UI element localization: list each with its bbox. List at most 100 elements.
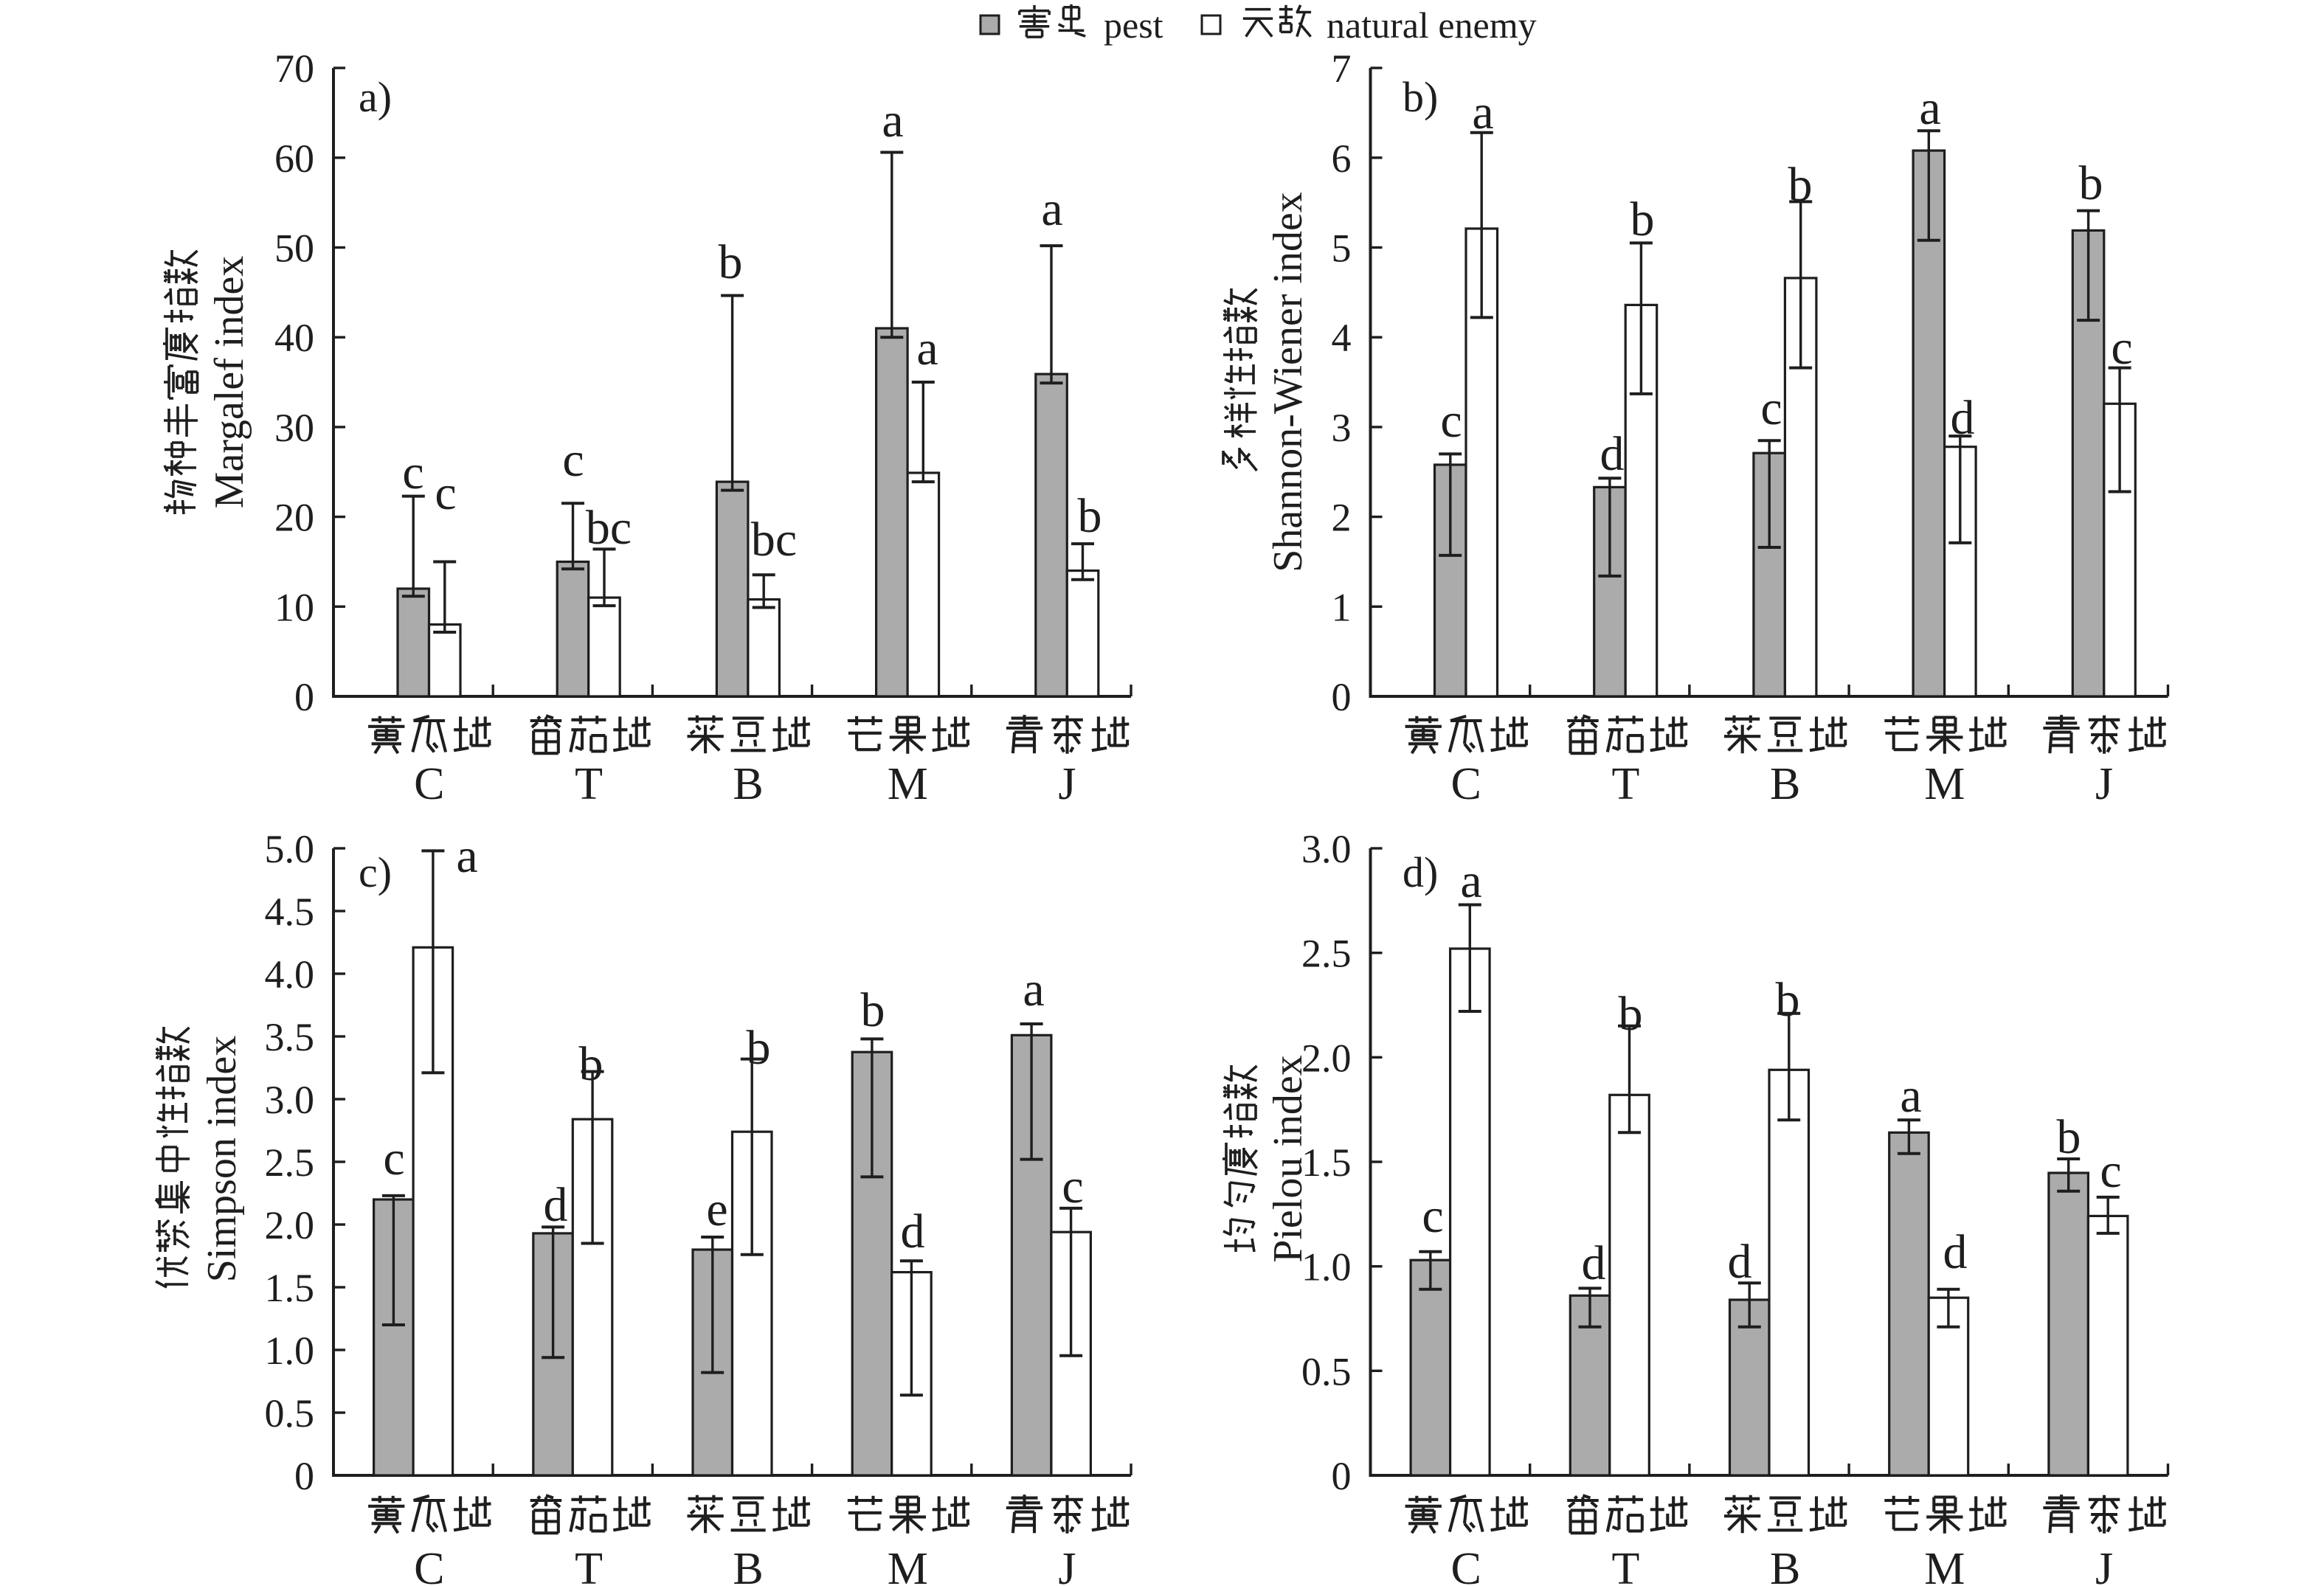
svg-text:T: T [1611,1544,1639,1586]
svg-text:M: M [888,1544,928,1586]
svg-text:a: a [1472,86,1493,139]
svg-text:0: 0 [1332,1454,1352,1498]
svg-text:c: c [1062,1160,1083,1213]
svg-text:d: d [1582,1236,1606,1290]
svg-text:b: b [719,235,743,289]
svg-text:C: C [414,1544,444,1586]
svg-text:70: 70 [274,46,314,91]
svg-text:c: c [1760,381,1782,435]
svg-text:a: a [1919,81,1940,135]
svg-text:T: T [575,1544,603,1586]
svg-text:0.5: 0.5 [265,1391,315,1436]
svg-text:c: c [2100,1144,2121,1198]
svg-text:4: 4 [1332,316,1352,360]
svg-text:C: C [1451,1544,1481,1586]
svg-text:Shannon-Wiener index: Shannon-Wiener index [1265,192,1311,572]
svg-text:1.0: 1.0 [1301,1245,1352,1289]
svg-text:C: C [1451,759,1481,809]
svg-text:3.0: 3.0 [265,1078,315,1122]
svg-text:b: b [2057,1110,2081,1164]
svg-text:3: 3 [1332,406,1352,450]
svg-text:7: 7 [1332,46,1352,91]
svg-text:natural enemy: natural enemy [1327,4,1537,46]
svg-text:c: c [402,446,423,499]
svg-text:3.5: 3.5 [265,1015,315,1059]
svg-text:B: B [733,759,763,809]
svg-text:1: 1 [1332,585,1352,629]
svg-text:5.0: 5.0 [265,827,315,871]
svg-text:4.0: 4.0 [265,952,315,997]
svg-text:c: c [435,466,456,520]
svg-text:bc: bc [751,513,797,567]
svg-text:a: a [456,829,477,883]
svg-text:T: T [1611,759,1639,809]
svg-text:2: 2 [1332,496,1352,540]
svg-text:d: d [1728,1235,1752,1289]
svg-text:a: a [1900,1069,1921,1123]
svg-text:c): c) [359,848,392,896]
svg-text:Margalef index: Margalef index [207,256,252,509]
svg-text:0.5: 0.5 [1301,1349,1352,1393]
svg-text:a: a [916,322,938,375]
svg-text:b: b [1788,158,1813,212]
svg-text:Simpson index: Simpson index [199,1036,245,1282]
svg-text:1.5: 1.5 [265,1266,315,1310]
svg-text:0: 0 [294,1454,314,1498]
svg-text:30: 30 [274,406,314,450]
svg-text:a): a) [359,73,392,121]
svg-text:B: B [1770,759,1800,809]
svg-text:10: 10 [274,585,314,629]
svg-text:a: a [1460,854,1481,908]
svg-text:6: 6 [1332,136,1352,181]
svg-text:e: e [706,1182,727,1236]
svg-text:M: M [1924,759,1965,809]
svg-text:40: 40 [274,316,314,360]
svg-text:c: c [1422,1189,1443,1243]
svg-text:B: B [1770,1544,1800,1586]
svg-text:2.5: 2.5 [265,1140,315,1185]
svg-text:1.5: 1.5 [1301,1140,1352,1185]
svg-text:2.0: 2.0 [265,1203,315,1247]
svg-text:3.0: 3.0 [1301,827,1352,871]
svg-text:c: c [1440,394,1462,448]
svg-text:2.0: 2.0 [1301,1036,1352,1080]
svg-text:2.5: 2.5 [1301,932,1352,976]
svg-text:b: b [579,1037,604,1091]
svg-text:J: J [2095,1544,2113,1586]
svg-text:50: 50 [274,226,314,271]
svg-text:b: b [1630,193,1655,246]
svg-text:C: C [414,759,444,809]
svg-text:d: d [544,1178,568,1232]
svg-text:d: d [1951,391,1975,445]
svg-text:d: d [901,1205,925,1258]
svg-text:J: J [1058,1544,1076,1586]
svg-text:M: M [1924,1544,1965,1586]
svg-text:b: b [1078,489,1102,543]
svg-text:d: d [1600,427,1625,481]
svg-text:T: T [575,759,603,809]
svg-text:bc: bc [586,501,632,555]
svg-text:20: 20 [274,496,314,540]
svg-text:a: a [882,94,903,148]
svg-text:c: c [562,433,584,487]
svg-text:5: 5 [1332,226,1352,271]
svg-text:pest: pest [1104,4,1163,46]
svg-text:B: B [733,1544,763,1586]
svg-text:b): b) [1403,73,1438,121]
svg-text:J: J [2095,759,2113,809]
svg-text:b: b [1619,987,1643,1041]
svg-text:Pielou index: Pielou index [1265,1055,1311,1263]
svg-text:b: b [861,983,885,1037]
svg-text:c: c [2111,321,2132,375]
svg-text:b: b [747,1021,771,1075]
svg-text:0: 0 [294,675,314,719]
svg-text:b: b [2079,156,2103,210]
svg-text:1.0: 1.0 [265,1329,315,1373]
svg-text:d): d) [1403,848,1438,896]
svg-text:b: b [1776,973,1800,1027]
svg-text:M: M [888,759,928,809]
svg-text:a: a [1041,182,1062,236]
svg-text:4.5: 4.5 [265,890,315,934]
svg-text:c: c [383,1132,404,1185]
svg-text:60: 60 [274,136,314,181]
